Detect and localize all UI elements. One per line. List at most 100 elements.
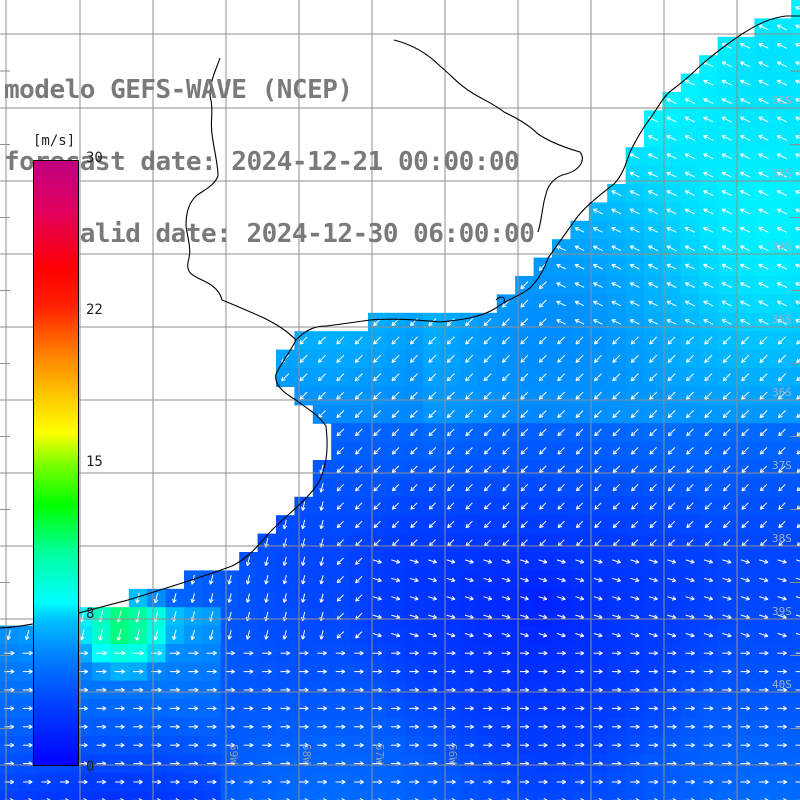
wind-arrow	[795, 208, 800, 213]
wind-arrow	[447, 447, 455, 455]
wind-arrow	[22, 724, 33, 730]
wind-arrow	[243, 724, 254, 730]
wind-arrow	[335, 706, 346, 711]
wind-arrow	[465, 428, 473, 437]
wind-arrow	[447, 465, 455, 473]
wind-arrow	[611, 319, 622, 325]
wind-arrow	[592, 227, 603, 233]
wind-arrow	[410, 520, 418, 529]
wind-arrow	[612, 373, 621, 382]
wind-cell	[147, 791, 167, 800]
wind-cell	[791, 349, 800, 369]
wind-arrow	[464, 596, 474, 601]
wind-arrow	[280, 706, 291, 711]
wind-arrow	[446, 391, 455, 400]
wind-arrow	[776, 319, 787, 325]
wind-arrow	[631, 483, 639, 492]
wind-arrow	[592, 300, 603, 307]
wind-arrow	[501, 724, 511, 730]
wind-arrow	[685, 632, 695, 638]
wind-arrow	[795, 577, 800, 580]
wind-arrow	[336, 502, 345, 510]
wind-cell	[791, 662, 800, 682]
wind-arrow	[684, 135, 696, 141]
wind-arrow	[335, 669, 346, 674]
wind-arrow	[648, 669, 658, 674]
wind-arrow	[666, 227, 677, 233]
wind-arrow	[483, 798, 493, 800]
wind-arrow	[703, 282, 714, 288]
wind-arrow	[776, 43, 788, 49]
wind-arrow	[648, 724, 659, 730]
wind-arrow	[776, 227, 788, 233]
wind-arrow	[206, 669, 217, 674]
wind-arrow	[575, 798, 585, 800]
wind-arrow	[483, 779, 493, 785]
wind-arrow	[703, 153, 714, 160]
wind-arrow	[373, 391, 382, 400]
wind-arrow	[6, 629, 12, 641]
wind-cell	[791, 607, 800, 627]
wind-arrow	[721, 319, 732, 325]
wind-arrow	[776, 61, 788, 68]
wind-arrow	[355, 447, 363, 455]
wind-arrow	[539, 502, 547, 510]
wind-arrow	[630, 632, 640, 638]
wind-arrow	[684, 116, 696, 123]
wind-arrow	[575, 559, 585, 564]
wind-cell	[791, 368, 800, 387]
wind-arrow	[207, 779, 217, 785]
wind-arrow	[243, 742, 254, 748]
wind-arrow	[758, 706, 769, 711]
wind-arrow	[447, 483, 455, 492]
wind-arrow	[336, 410, 345, 418]
wind-arrow	[684, 245, 696, 252]
wind-arrow	[575, 373, 584, 382]
wind-arrow	[575, 354, 584, 363]
wind-arrow	[723, 483, 731, 492]
wind-cell	[791, 717, 800, 737]
wind-arrow	[796, 431, 800, 437]
wind-cell	[791, 552, 800, 571]
wind-arrow	[538, 336, 547, 345]
wind-arrow	[795, 744, 800, 746]
wind-arrow	[722, 391, 731, 400]
wind-arrow	[501, 391, 510, 400]
wind-arrow	[704, 502, 713, 510]
wind-cell	[478, 791, 498, 800]
wind-arrow	[446, 428, 455, 437]
wind-arrow	[409, 650, 419, 656]
wind-arrow	[410, 428, 418, 437]
wind-cell	[791, 184, 800, 203]
wind-arrow	[372, 596, 382, 601]
wind-arrow	[502, 483, 510, 492]
wind-arrow	[538, 354, 547, 363]
wind-arrow	[777, 614, 787, 619]
wind-arrow	[795, 43, 800, 48]
wind-arrow	[631, 465, 639, 473]
wind-arrow	[41, 798, 51, 800]
wind-arrow	[264, 630, 269, 640]
wind-arrow	[759, 373, 768, 382]
wind-arrow	[446, 410, 455, 419]
wind-arrow	[409, 669, 419, 674]
wind-cell	[533, 791, 553, 800]
wind-arrow	[464, 650, 474, 656]
wind-arrow	[372, 669, 383, 674]
wind-cell	[791, 147, 800, 167]
wind-arrow	[703, 263, 714, 270]
wind-arrow	[666, 742, 677, 748]
wind-arrow	[354, 336, 363, 345]
wind-arrow	[319, 593, 324, 603]
wind-arrow	[501, 299, 510, 308]
wind-arrow	[648, 208, 659, 215]
wind-arrow	[703, 577, 714, 583]
wind-arrow	[301, 593, 306, 603]
wind-arrow	[298, 669, 309, 674]
wind-arrow	[188, 724, 199, 730]
wind-arrow	[483, 632, 493, 638]
wind-arrow	[538, 410, 547, 418]
wind-arrow	[594, 502, 602, 510]
wind-arrow	[464, 742, 475, 748]
wind-arrow	[373, 447, 381, 455]
